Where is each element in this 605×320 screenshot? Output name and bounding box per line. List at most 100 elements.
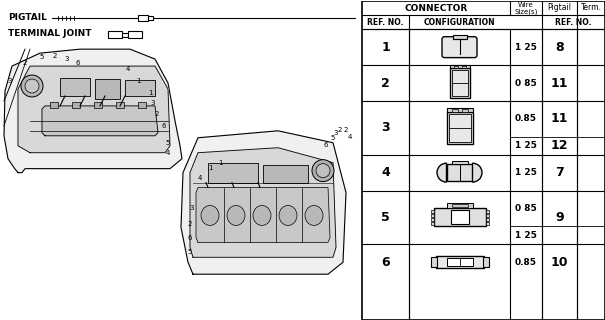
Text: 0 85: 0 85 [515,78,537,87]
Text: 2: 2 [188,221,192,228]
Text: CONFIGURATION: CONFIGURATION [424,18,495,27]
Bar [431,214,434,217]
Bar [60,78,90,96]
Ellipse shape [201,205,219,225]
Bar [451,109,457,112]
Text: Pigtail: Pigtail [548,3,572,12]
Text: 9: 9 [555,211,564,224]
Bar [138,15,148,21]
Text: 1 25: 1 25 [515,231,537,240]
Bar [362,1,605,320]
Bar [263,165,308,183]
Bar [448,114,471,142]
Text: 6: 6 [188,235,192,241]
Ellipse shape [227,205,245,225]
Text: 2: 2 [338,127,342,133]
Bar [116,102,124,108]
Text: 11: 11 [551,112,568,125]
Bar [485,218,488,221]
Text: CONNECTOR: CONNECTOR [404,4,468,13]
Bar [446,204,473,208]
Text: 1 25: 1 25 [515,168,537,177]
Text: 4: 4 [381,166,390,179]
Text: 3: 3 [190,205,194,212]
Bar [434,208,485,226]
Bar [453,35,466,39]
Polygon shape [181,131,346,274]
Text: 1: 1 [148,90,152,96]
Text: 4: 4 [198,175,202,180]
Text: Wire
Size(s): Wire Size(s) [514,2,538,15]
Bar [362,1,605,320]
Text: REF. NO.: REF. NO. [555,18,592,27]
Text: 3: 3 [8,78,12,84]
Ellipse shape [25,79,39,93]
Text: Term.: Term. [581,3,601,12]
Polygon shape [4,49,182,172]
Bar [431,257,436,267]
Text: 4: 4 [348,134,352,140]
Text: 3: 3 [65,56,69,62]
Text: 5: 5 [381,211,390,224]
Bar [462,66,465,68]
Text: 8: 8 [555,41,564,54]
Bar [431,222,434,225]
Ellipse shape [279,205,297,225]
Text: 5: 5 [188,249,192,255]
Bar [446,258,473,266]
Polygon shape [190,148,336,257]
Bar [108,31,122,38]
Text: 12: 12 [551,139,568,152]
FancyBboxPatch shape [442,37,477,58]
Bar [450,68,469,98]
Text: 11: 11 [551,76,568,90]
Ellipse shape [21,75,43,97]
Wedge shape [437,163,446,182]
Bar [431,218,434,221]
Bar [138,102,146,108]
Text: 0.85: 0.85 [515,114,537,123]
Text: 6: 6 [76,60,80,66]
Bar [485,214,488,217]
Text: 2: 2 [53,53,57,59]
Bar [446,112,473,144]
Polygon shape [18,66,170,153]
Bar [431,210,434,213]
Bar [483,257,488,267]
Text: 0.85: 0.85 [515,258,537,267]
Bar [450,65,469,68]
Text: 4: 4 [126,66,130,72]
Bar [436,256,483,268]
Bar [125,80,155,96]
Text: 1: 1 [136,78,140,84]
Bar [454,66,457,68]
Polygon shape [196,188,330,242]
Text: 10: 10 [551,256,568,269]
Bar [208,163,258,183]
Ellipse shape [312,160,334,181]
Text: 1: 1 [381,41,390,54]
Text: 1: 1 [218,160,222,166]
Text: 3: 3 [334,130,338,136]
Bar [94,102,102,108]
Text: 6: 6 [381,256,390,269]
Bar [148,16,153,20]
Text: 6: 6 [324,142,329,148]
Text: 2: 2 [23,60,27,66]
Text: 1 25: 1 25 [515,141,537,150]
Polygon shape [42,106,158,136]
Bar [485,222,488,225]
Text: 1: 1 [208,165,212,171]
Text: 4: 4 [166,150,170,156]
Text: 3: 3 [151,100,155,106]
Bar [95,79,120,99]
Text: 2: 2 [381,76,390,90]
Bar [446,108,473,112]
Wedge shape [473,163,482,182]
Text: REF. NO.: REF. NO. [367,18,404,27]
Bar [451,70,468,96]
Text: PIGTAIL: PIGTAIL [8,13,47,22]
Bar [451,211,468,224]
Text: 3: 3 [381,121,390,134]
Bar [122,33,128,37]
